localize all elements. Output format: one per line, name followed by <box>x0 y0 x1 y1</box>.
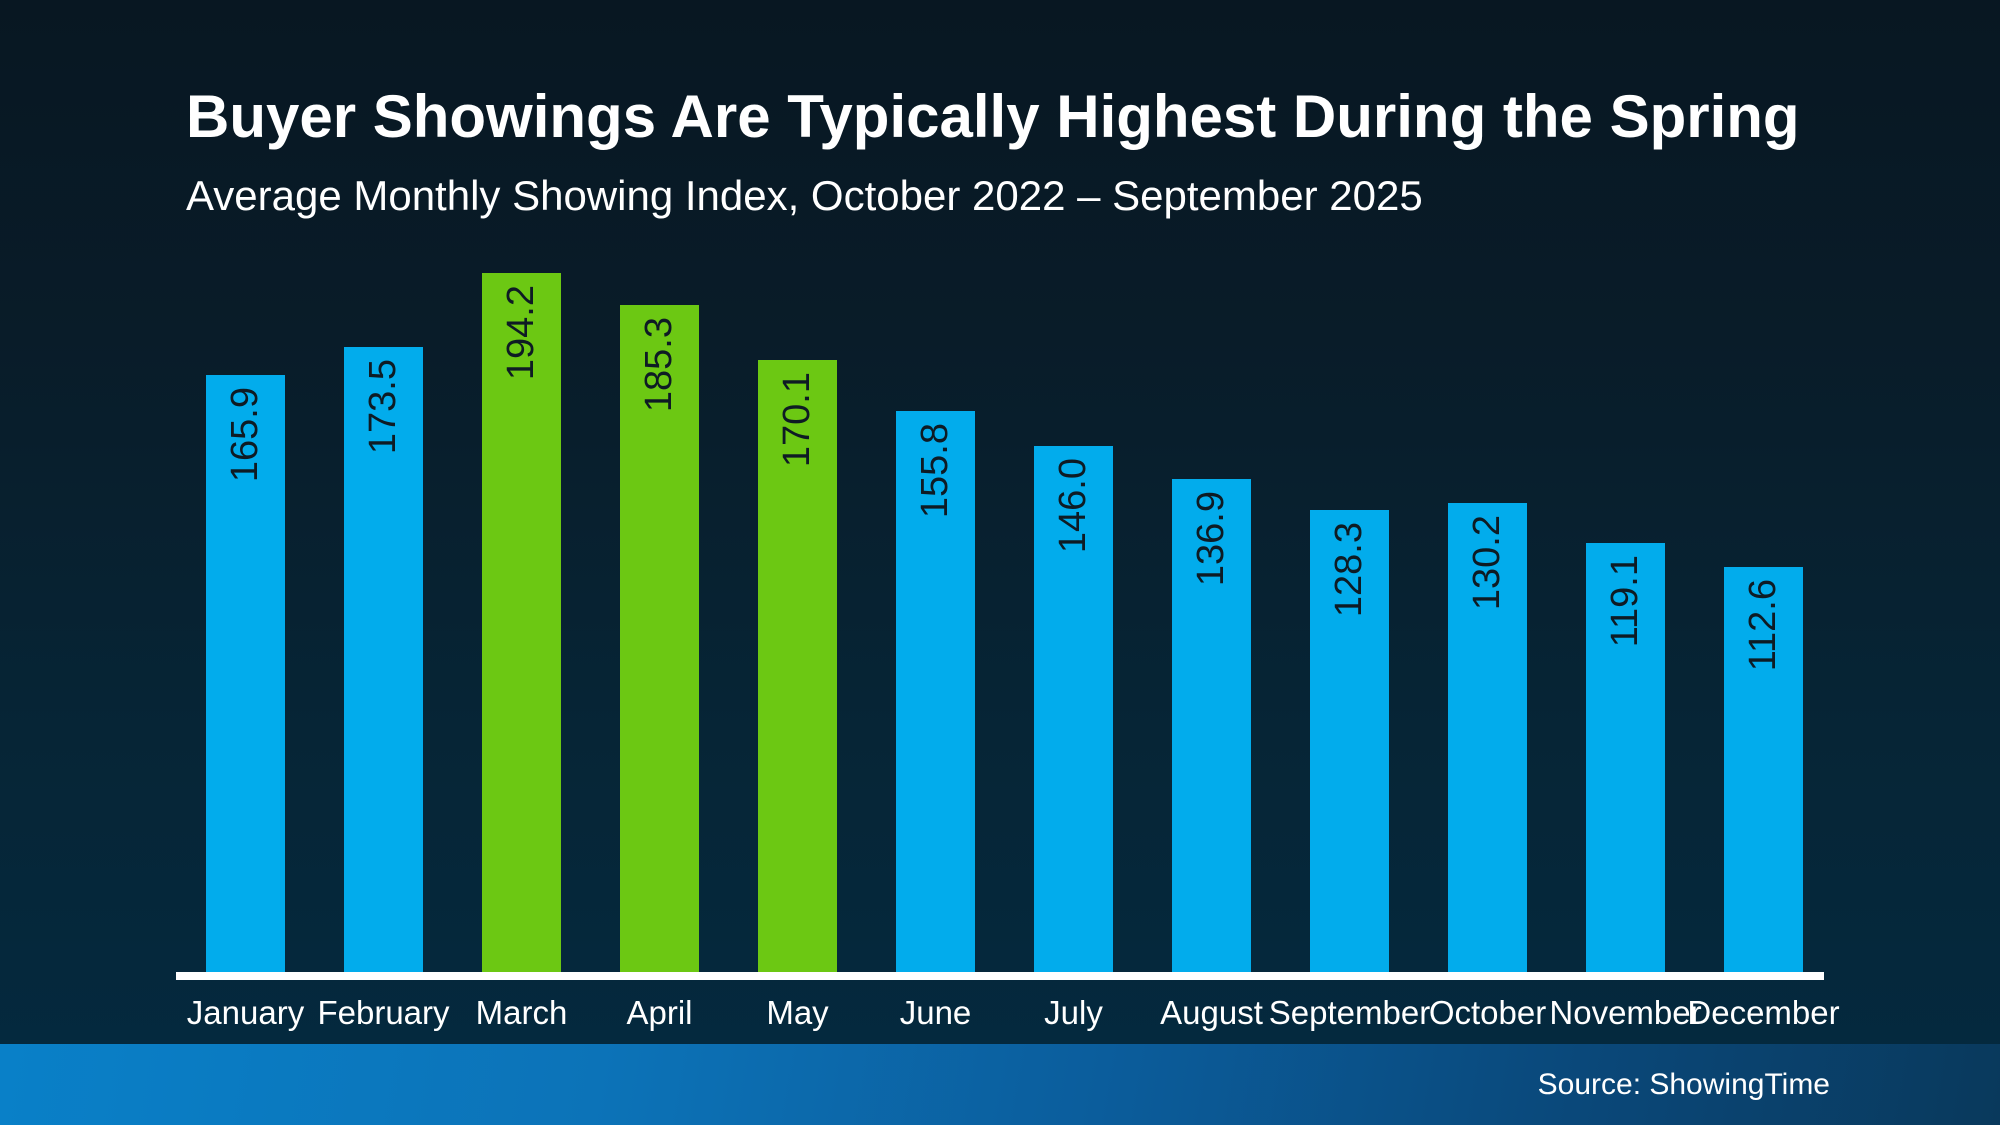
month-label-cell: September <box>1269 994 1430 1032</box>
bar-august: 136.9 <box>1172 479 1251 972</box>
bar-july: 146.0 <box>1034 446 1113 972</box>
bar-value-label-wrap: 136.9 <box>1172 491 1251 586</box>
month-label-december: December <box>1687 994 1840 1031</box>
bar-value-label-wrap: 165.9 <box>206 387 285 482</box>
bar-value-label-wrap: 194.2 <box>482 285 561 380</box>
month-label-november: November <box>1549 994 1702 1031</box>
bar-value-label: 136.9 <box>1190 491 1232 587</box>
month-label-cell: December <box>1687 994 1839 1032</box>
bar-value-label-wrap: 128.3 <box>1310 522 1389 617</box>
bar-value-label: 170.1 <box>776 371 818 467</box>
bar-value-label-wrap: 170.1 <box>758 372 837 467</box>
bar-value-label-wrap: 146.0 <box>1034 458 1113 553</box>
month-label-january: January <box>186 994 305 1031</box>
bar-value-label-wrap: 130.2 <box>1448 515 1527 610</box>
month-label-cell: October <box>1429 994 1546 1032</box>
x-axis-baseline <box>176 972 1824 980</box>
month-label-cell: November <box>1549 994 1701 1032</box>
bar-april: 185.3 <box>620 304 699 972</box>
bar-january: 165.9 <box>206 374 285 972</box>
bar-value-label: 119.1 <box>1604 555 1646 648</box>
bar-value-label: 194.2 <box>500 284 542 380</box>
bar-value-label-wrap: 155.8 <box>896 423 975 518</box>
bar-september: 128.3 <box>1310 510 1389 972</box>
bar-october: 130.2 <box>1448 503 1527 972</box>
month-label-july: July <box>1044 994 1103 1031</box>
month-label-cell: June <box>896 994 975 1032</box>
bar-value-label: 185.3 <box>638 316 680 413</box>
chart-title: Buyer Showings Are Typically Highest Dur… <box>186 83 1800 150</box>
month-label-cell: March <box>476 994 568 1032</box>
bar-may: 170.1 <box>758 359 837 972</box>
footer-bar: Source: ShowingTime <box>0 1044 2000 1125</box>
bar-chart: 165.9 173.5 194.2 185.3 170.1 155.8 146.0 136.9… <box>176 232 1824 972</box>
bar-june: 155.8 <box>896 411 975 972</box>
bar-value-label: 155.8 <box>914 423 956 519</box>
source-attribution: Source: ShowingTime <box>1537 1067 1830 1101</box>
month-label-cell: April <box>620 994 699 1032</box>
bar-february: 173.5 <box>344 347 423 972</box>
month-label-march: March <box>475 994 568 1031</box>
bar-value-label: 130.2 <box>1466 515 1508 611</box>
month-label-february: February <box>317 994 450 1031</box>
month-label-cell: February <box>317 994 449 1032</box>
month-label-october: October <box>1428 994 1547 1031</box>
bar-november: 119.1 <box>1586 543 1665 972</box>
month-label-september: September <box>1268 994 1431 1031</box>
bar-value-label: 146.0 <box>1052 458 1094 554</box>
bar-march: 194.2 <box>482 272 561 972</box>
bar-value-label: 165.9 <box>224 386 266 482</box>
bar-value-label-wrap: 119.1 <box>1586 555 1665 647</box>
month-label-cell: August <box>1160 994 1263 1032</box>
bar-value-label: 112.6 <box>1742 578 1784 671</box>
month-label-april: April <box>626 994 693 1031</box>
month-label-august: August <box>1160 994 1263 1031</box>
month-labels: January February March April May June July Augu… <box>176 994 1840 1032</box>
bar-value-label: 128.3 <box>1328 522 1370 618</box>
month-label-june: June <box>899 994 972 1031</box>
bar-december: 112.6 <box>1724 566 1803 972</box>
month-label-cell: May <box>758 994 837 1032</box>
month-label-cell: January <box>187 994 304 1032</box>
bar-value-label-wrap: 173.5 <box>344 359 423 454</box>
month-label-cell: July <box>1034 994 1113 1032</box>
month-label-may: May <box>766 994 829 1031</box>
chart-subtitle: Average Monthly Showing Index, October 2… <box>186 172 1423 219</box>
bar-value-label: 173.5 <box>362 359 404 455</box>
bar-value-label-wrap: 185.3 <box>620 317 699 412</box>
bar-value-label-wrap: 112.6 <box>1724 579 1803 671</box>
